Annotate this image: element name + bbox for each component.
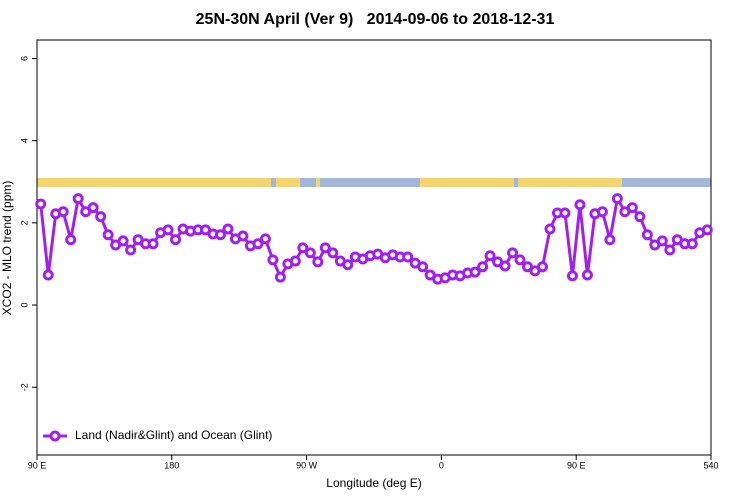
data-point xyxy=(170,234,182,246)
data-point xyxy=(117,235,129,247)
y-axis-label: XCO2 - MLO trend (ppm) xyxy=(0,181,14,316)
y-tick-label: 6 xyxy=(19,56,29,61)
data-point xyxy=(214,229,226,241)
data-point xyxy=(267,254,279,266)
x-tick-label: 540 xyxy=(703,460,718,470)
data-point xyxy=(499,260,511,272)
data-point xyxy=(35,198,47,210)
data-point xyxy=(484,250,496,262)
x-tick-label: 90 E xyxy=(28,460,47,470)
data-point xyxy=(664,244,676,256)
data-point xyxy=(327,247,339,259)
data-point xyxy=(87,202,99,214)
data-point xyxy=(289,255,301,267)
data-point xyxy=(162,224,174,236)
data-point xyxy=(342,259,354,271)
x-tick-label: 90 E xyxy=(567,460,586,470)
data-point xyxy=(95,211,107,223)
data-point xyxy=(319,242,331,254)
y-tick-label: -2 xyxy=(19,383,29,391)
x-axis-label: Longitude (deg E) xyxy=(326,476,421,490)
data-point xyxy=(402,251,414,263)
x-tick-label: 90 W xyxy=(296,460,318,470)
data-point xyxy=(604,234,616,246)
data-point xyxy=(566,270,578,282)
data-point xyxy=(312,256,324,268)
data-point xyxy=(537,261,548,273)
y-tick-label: 0 xyxy=(19,303,29,308)
data-point xyxy=(297,242,309,254)
data-point xyxy=(686,238,698,250)
data-point xyxy=(701,224,713,236)
data-point xyxy=(544,223,556,235)
y-tick-label: 4 xyxy=(19,138,29,143)
data-point xyxy=(634,211,646,223)
x-tick-label: 0 xyxy=(439,460,444,470)
data-point xyxy=(42,269,54,281)
data-point xyxy=(514,254,526,266)
data-point xyxy=(274,271,286,283)
data-point xyxy=(125,244,137,256)
data-point xyxy=(72,193,84,205)
data-point xyxy=(57,206,69,218)
y-tick-label: 2 xyxy=(19,220,29,225)
data-point xyxy=(596,206,608,218)
data-point xyxy=(259,233,271,245)
plot-frame xyxy=(36,39,712,456)
data-point xyxy=(469,266,481,278)
data-point xyxy=(477,261,489,273)
data-point xyxy=(237,230,249,242)
x-tick-label: 180 xyxy=(164,460,179,470)
data-point xyxy=(222,223,234,235)
chart-title: 25N-30N April (Ver 9) 2014-09-06 to 2018… xyxy=(196,11,555,28)
data-point xyxy=(559,207,571,219)
data-point xyxy=(147,238,159,250)
data-point xyxy=(574,199,586,211)
data-point xyxy=(507,247,519,259)
land-ocean-strip xyxy=(37,178,711,187)
legend-marker xyxy=(49,430,61,442)
data-point xyxy=(304,247,316,259)
legend-label: Land (Nadir&Glint) and Ocean (Glint) xyxy=(75,428,272,442)
data-point xyxy=(656,235,668,247)
data-point xyxy=(417,261,429,273)
data-point xyxy=(65,234,77,246)
data-point xyxy=(102,229,114,241)
data-point xyxy=(626,202,638,214)
data-point xyxy=(611,193,623,205)
data-point xyxy=(252,238,264,250)
data-point xyxy=(641,229,653,241)
data-point xyxy=(581,269,593,281)
